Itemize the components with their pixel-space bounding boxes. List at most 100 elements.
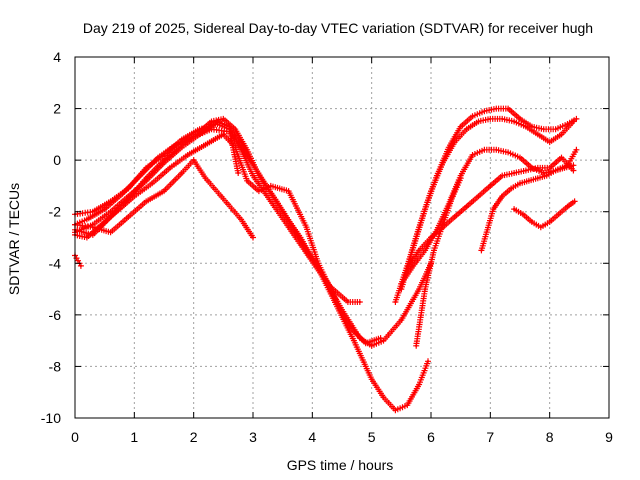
data-point xyxy=(109,200,112,203)
data-point xyxy=(370,344,373,347)
data-point xyxy=(423,249,427,252)
data-point xyxy=(465,205,468,208)
data-point xyxy=(346,324,350,327)
data-point xyxy=(465,128,468,131)
axis-ticks xyxy=(74,56,610,419)
data-point xyxy=(269,184,272,188)
data-point xyxy=(518,156,522,159)
data-point xyxy=(477,120,480,123)
data-point xyxy=(512,207,516,211)
data-point xyxy=(204,143,207,146)
data-point xyxy=(216,122,219,126)
data-point xyxy=(317,262,320,265)
data-point xyxy=(245,148,249,151)
series-sat-n xyxy=(511,198,578,231)
data-point xyxy=(417,383,421,386)
data-point xyxy=(379,336,382,340)
data-point xyxy=(293,228,296,231)
data-point xyxy=(573,200,576,203)
y-tick-label: -8 xyxy=(49,358,62,374)
data-point xyxy=(423,287,427,291)
y-tick-label: -4 xyxy=(49,255,62,271)
data-point xyxy=(417,287,421,291)
data-point xyxy=(412,246,415,249)
data-point xyxy=(441,226,445,229)
x-tick-labels: 0 1 2 3 4 5 6 7 8 9 xyxy=(71,429,613,445)
y-tick-label: -2 xyxy=(49,204,62,220)
data-point xyxy=(382,396,385,399)
data-point xyxy=(305,226,308,229)
data-point xyxy=(483,110,486,113)
data-point xyxy=(483,148,486,151)
data-point xyxy=(76,259,80,262)
data-point xyxy=(234,146,237,149)
data-point xyxy=(287,189,290,193)
data-point xyxy=(180,171,183,175)
data-point xyxy=(509,187,513,190)
data-point xyxy=(222,197,225,200)
data-point xyxy=(145,166,148,170)
data-point xyxy=(127,215,130,219)
data-point xyxy=(412,264,415,268)
data-point xyxy=(453,215,456,219)
data-point xyxy=(495,107,498,110)
data-point xyxy=(400,287,403,291)
data-point xyxy=(459,177,462,180)
data-point xyxy=(524,125,528,128)
x-tick-label: 9 xyxy=(605,429,613,445)
data-point xyxy=(222,133,225,136)
data-point xyxy=(572,169,575,172)
data-point xyxy=(521,213,525,216)
data-point xyxy=(150,182,154,185)
data-point xyxy=(548,166,551,170)
data-point xyxy=(432,249,436,252)
data-point xyxy=(394,409,397,412)
data-point xyxy=(489,184,492,188)
data-point xyxy=(480,249,483,252)
data-point xyxy=(518,117,522,121)
data-point xyxy=(109,210,112,213)
data-point xyxy=(423,207,427,211)
data-point xyxy=(91,226,95,229)
data-point xyxy=(406,403,409,407)
y-tick-label: 4 xyxy=(53,49,61,65)
data-point xyxy=(557,213,560,216)
data-point xyxy=(495,148,498,151)
data-point xyxy=(415,344,418,347)
data-point xyxy=(222,117,225,121)
data-point xyxy=(471,153,474,157)
data-point xyxy=(275,200,278,203)
data-point xyxy=(506,107,510,110)
data-point xyxy=(251,174,255,177)
data-point xyxy=(145,177,148,180)
data-point xyxy=(204,177,207,180)
data-point xyxy=(358,300,361,304)
data-point xyxy=(237,171,240,175)
data-point xyxy=(563,166,566,170)
data-point xyxy=(486,228,489,231)
data-point xyxy=(575,148,578,151)
data-point xyxy=(512,171,516,175)
data-point xyxy=(257,174,261,177)
series-sat-i xyxy=(398,105,580,293)
x-tick-label: 4 xyxy=(308,429,316,445)
data-point xyxy=(539,226,542,229)
data-point xyxy=(127,187,130,190)
data-point xyxy=(542,128,545,131)
data-point xyxy=(364,342,367,345)
data-point xyxy=(536,166,539,170)
data-point xyxy=(548,220,551,224)
x-axis-label: GPS time / hours xyxy=(287,457,394,473)
data-point xyxy=(180,143,183,146)
data-point xyxy=(400,318,403,322)
x-tick-label: 6 xyxy=(427,429,435,445)
data-point xyxy=(394,300,397,304)
data-point xyxy=(162,158,166,162)
data-point xyxy=(489,117,492,121)
data-point xyxy=(239,218,243,221)
data-point xyxy=(536,177,539,180)
data-point xyxy=(530,220,534,224)
y-tick-label: -6 xyxy=(49,307,62,323)
